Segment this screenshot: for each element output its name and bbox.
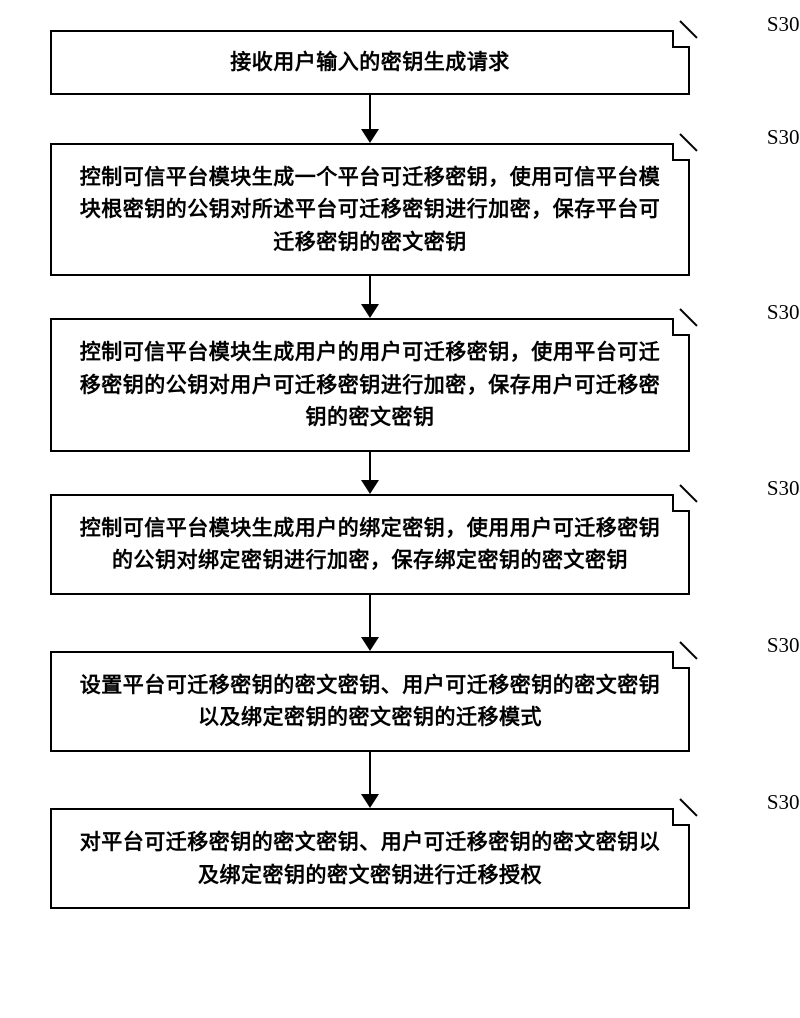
box-notch <box>672 143 690 161</box>
step-wrapper: 接收用户输入的密钥生成请求 S301 <box>50 30 750 95</box>
step-box-s306: 对平台可迁移密钥的密文密钥、用户可迁移密钥的密文密钥以及绑定密钥的密文密钥进行迁… <box>50 808 690 909</box>
step-label-s305: S305 <box>767 633 800 658</box>
step-box-s305: 设置平台可迁移密钥的密文密钥、用户可迁移密钥的密文密钥以及绑定密钥的密文密钥的迁… <box>50 651 690 752</box>
arrow-head-icon <box>361 480 379 494</box>
step-box-s304: 控制可信平台模块生成用户的绑定密钥，使用用户可迁移密钥的公钥对绑定密钥进行加密，… <box>50 494 690 595</box>
step-text: 控制可信平台模块生成用户的用户可迁移密钥，使用平台可迁移密钥的公钥对用户可迁移密… <box>80 340 661 429</box>
arrow-head-icon <box>361 304 379 318</box>
step-box-s301: 接收用户输入的密钥生成请求 <box>50 30 690 95</box>
box-notch <box>672 808 690 826</box>
flowchart-container: 接收用户输入的密钥生成请求 S301 控制可信平台模块生成一个平台可迁移密钥，使… <box>50 30 750 909</box>
arrow-connector <box>50 452 690 494</box>
step-text: 设置平台可迁移密钥的密文密钥、用户可迁移密钥的密文密钥以及绑定密钥的密文密钥的迁… <box>80 673 661 730</box>
arrow-head-icon <box>361 794 379 808</box>
step-wrapper: 设置平台可迁移密钥的密文密钥、用户可迁移密钥的密文密钥以及绑定密钥的密文密钥的迁… <box>50 651 750 752</box>
arrow-connector <box>50 276 690 318</box>
step-text: 控制可信平台模块生成一个平台可迁移密钥，使用可信平台模块根密钥的公钥对所述平台可… <box>80 165 661 254</box>
arrow-line <box>369 95 371 131</box>
step-label-s301: S301 <box>767 12 800 37</box>
arrow-line <box>369 595 371 639</box>
step-wrapper: 控制可信平台模块生成用户的用户可迁移密钥，使用平台可迁移密钥的公钥对用户可迁移密… <box>50 318 750 452</box>
arrow-connector <box>50 752 690 808</box>
step-wrapper: 控制可信平台模块生成用户的绑定密钥，使用用户可迁移密钥的公钥对绑定密钥进行加密，… <box>50 494 750 595</box>
step-label-s304: S304 <box>767 476 800 501</box>
step-wrapper: 对平台可迁移密钥的密文密钥、用户可迁移密钥的密文密钥以及绑定密钥的密文密钥进行迁… <box>50 808 750 909</box>
step-wrapper: 控制可信平台模块生成一个平台可迁移密钥，使用可信平台模块根密钥的公钥对所述平台可… <box>50 143 750 277</box>
arrow-head-icon <box>361 129 379 143</box>
box-notch <box>672 494 690 512</box>
arrow-connector <box>50 95 690 143</box>
step-box-s302: 控制可信平台模块生成一个平台可迁移密钥，使用可信平台模块根密钥的公钥对所述平台可… <box>50 143 690 277</box>
box-notch <box>672 651 690 669</box>
step-label-s302: S302 <box>767 125 800 150</box>
step-label-s303: S303 <box>767 300 800 325</box>
arrow-line <box>369 276 371 306</box>
arrow-head-icon <box>361 637 379 651</box>
box-notch <box>672 30 690 48</box>
step-text: 控制可信平台模块生成用户的绑定密钥，使用用户可迁移密钥的公钥对绑定密钥进行加密，… <box>80 516 661 573</box>
arrow-line <box>369 752 371 796</box>
step-box-s303: 控制可信平台模块生成用户的用户可迁移密钥，使用平台可迁移密钥的公钥对用户可迁移密… <box>50 318 690 452</box>
step-text: 接收用户输入的密钥生成请求 <box>230 50 510 74</box>
step-text: 对平台可迁移密钥的密文密钥、用户可迁移密钥的密文密钥以及绑定密钥的密文密钥进行迁… <box>80 830 661 887</box>
step-label-s306: S306 <box>767 790 800 815</box>
arrow-connector <box>50 595 690 651</box>
arrow-line <box>369 452 371 482</box>
box-notch <box>672 318 690 336</box>
